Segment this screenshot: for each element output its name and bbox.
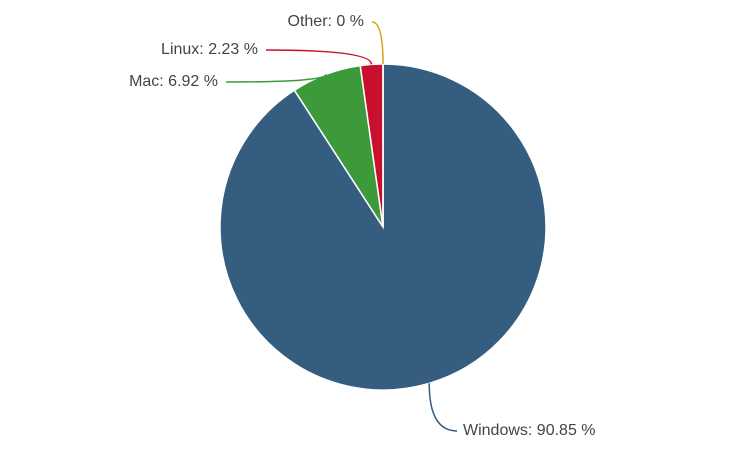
data-label: Windows: 90.85 %	[463, 422, 596, 439]
data-label: Other: 0 %	[288, 13, 364, 30]
connector	[265, 49, 373, 65]
data-label: Mac: 6.92 %	[129, 73, 218, 90]
data-label: Linux: 2.23 %	[161, 41, 258, 58]
connector	[225, 73, 327, 83]
connector	[428, 383, 458, 432]
connector	[371, 21, 384, 65]
